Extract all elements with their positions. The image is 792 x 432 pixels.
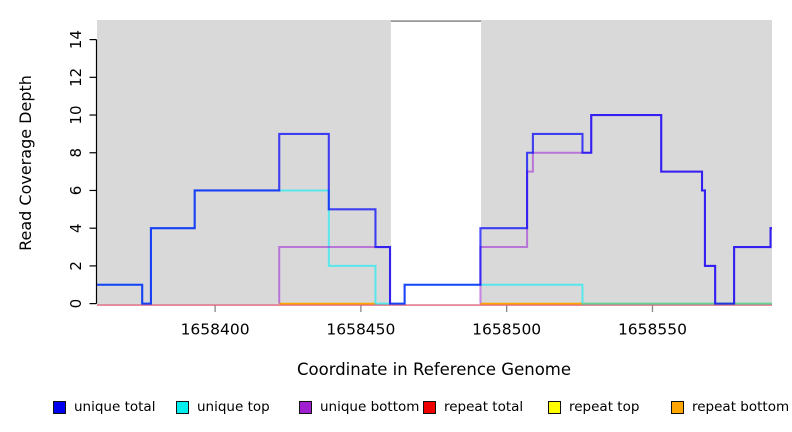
x-axis-tick-label: 1658400: [181, 321, 250, 339]
x-axis-tick-label: 1658500: [472, 321, 541, 339]
legend-swatch-unique-total: [53, 400, 66, 414]
legend-swatch-unique-top: [176, 400, 189, 414]
y-axis-tick-label: 2: [67, 261, 85, 271]
y-axis-tick-label: 6: [67, 186, 85, 196]
legend-item-repeat-top: repeat top: [548, 398, 639, 416]
legend-item-unique-bottom: unique bottom: [299, 398, 419, 416]
y-axis-title: Read Coverage Depth: [16, 75, 35, 251]
legend: unique total unique top unique bottom re…: [0, 398, 792, 420]
legend-swatch-repeat-total: [423, 400, 436, 414]
series-unique-total: [97, 113, 772, 305]
x-axis-tick-label: 1658550: [618, 321, 687, 339]
y-axis-tick-label: 4: [67, 223, 85, 233]
y-axis-tick-label: 0: [67, 299, 85, 309]
legend-swatch-repeat-top: [548, 400, 561, 414]
legend-label: repeat top: [569, 399, 640, 415]
legend-label: repeat total: [444, 399, 524, 415]
x-axis-tick-label: 1658450: [326, 321, 395, 339]
legend-label: unique bottom: [320, 399, 420, 415]
y-axis-tick-label: 12: [67, 68, 85, 87]
y-axis-tick-label: 14: [67, 30, 85, 49]
y-axis-tick-label: 10: [67, 105, 85, 124]
legend-swatch-unique-bottom: [299, 400, 312, 414]
legend-label: unique total: [74, 399, 156, 415]
x-axis-title: Coordinate in Reference Genome: [297, 360, 571, 379]
legend-item-repeat-bottom: repeat bottom: [671, 398, 789, 416]
legend-item-unique-total: unique total: [53, 398, 155, 416]
legend-swatch-repeat-bottom: [671, 400, 684, 414]
legend-label: unique top: [197, 399, 270, 415]
uncovered-region: [390, 20, 482, 306]
legend-item-unique-top: unique top: [176, 398, 270, 416]
legend-label: repeat bottom: [692, 399, 790, 415]
y-axis-tick-label: 8: [67, 148, 85, 158]
legend-item-repeat-total: repeat total: [423, 398, 523, 416]
